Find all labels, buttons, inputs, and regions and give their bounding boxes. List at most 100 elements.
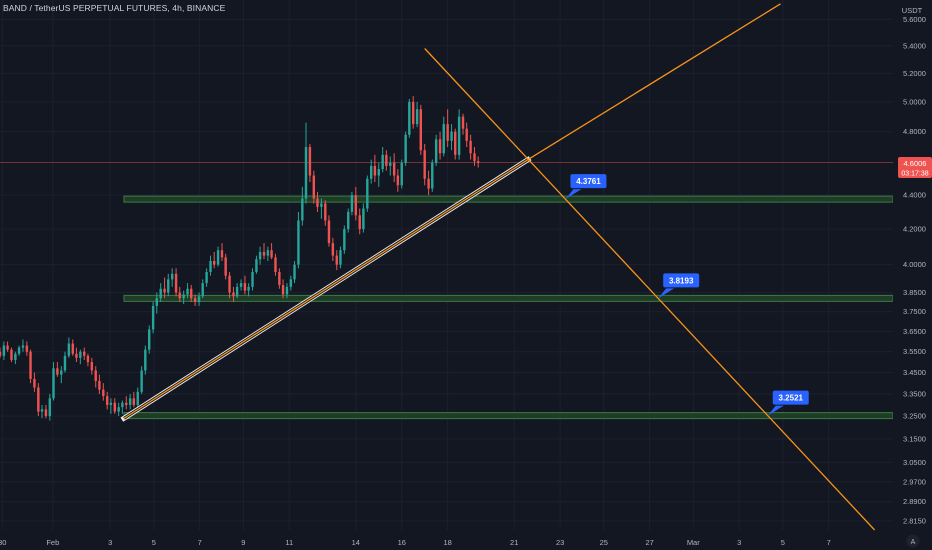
price-tick-label: 3.3500 (903, 389, 926, 398)
price-tick-label: 2.8150 (903, 516, 926, 525)
candle (155, 292, 159, 314)
candle-body (216, 250, 220, 265)
candle-body (209, 261, 212, 272)
candle (132, 391, 136, 408)
price-tick-label: 5.6000 (903, 15, 926, 24)
candle (469, 134, 472, 160)
candle-body (434, 139, 438, 163)
candle (457, 109, 461, 160)
time-tick-label: Mar (687, 538, 700, 547)
candle (461, 113, 465, 135)
support-zones (0, 162, 894, 420)
candle (404, 131, 407, 166)
time-tick-label: 21 (510, 538, 518, 547)
trendlines[interactable] (120, 3, 876, 531)
candle (163, 277, 166, 299)
candle-body (289, 279, 293, 287)
candle-body (381, 154, 384, 170)
candles (0, 96, 480, 421)
candle-body (14, 353, 17, 360)
candle-body (212, 261, 216, 265)
candle (33, 372, 36, 392)
candle (14, 351, 17, 365)
candle (193, 294, 197, 306)
price-tick-label: 2.8900 (903, 497, 926, 506)
candle (327, 215, 331, 247)
level-label-pointer (658, 288, 675, 299)
candle-body (174, 273, 178, 293)
candle-body (224, 257, 227, 276)
candle (381, 147, 384, 173)
current-price-tag: 4.6006 03:17:38 (898, 157, 932, 178)
candle-body (83, 351, 86, 356)
candle (412, 96, 415, 129)
candle-body (431, 162, 434, 189)
candle (90, 357, 94, 375)
candle (209, 255, 212, 276)
candle-body (404, 134, 407, 163)
candle (2, 341, 6, 360)
auto-scale-button[interactable]: A (906, 534, 920, 548)
candle-body (37, 387, 40, 412)
level-label-text: 3.2521 (779, 394, 804, 403)
current-price-value: 4.6006 (904, 159, 927, 168)
candle (140, 366, 143, 394)
candle (79, 349, 82, 365)
candle (385, 150, 388, 171)
candle-body (220, 250, 224, 258)
candle-body (308, 147, 312, 176)
time-tick-label: 7 (827, 538, 831, 547)
candle (6, 341, 9, 352)
candle-body (44, 409, 48, 417)
candle (354, 186, 358, 221)
candle (136, 387, 139, 408)
level-label-pointer (565, 189, 582, 200)
candle (366, 175, 369, 212)
candle (442, 116, 445, 157)
candle (224, 253, 227, 280)
candle (148, 325, 151, 354)
candle (400, 159, 403, 189)
price-tick-label: 4.8000 (903, 127, 926, 136)
candle-body (350, 195, 354, 212)
candle (56, 362, 59, 377)
candle-body (60, 370, 63, 375)
time-tick-label: 23 (556, 538, 564, 547)
candle (71, 339, 74, 356)
candle (75, 347, 78, 363)
candle (159, 283, 162, 303)
level-labels: 4.3761 3.8193 3.2521 (565, 174, 809, 416)
candle (362, 203, 365, 233)
bar-countdown: 03:17:38 (901, 171, 928, 178)
price-tick-label: 5.0000 (903, 97, 926, 106)
candle-body (98, 381, 101, 390)
candle-body (373, 165, 377, 176)
candle (289, 275, 293, 291)
candle-body (48, 398, 52, 417)
candle-body (10, 349, 13, 360)
candle (37, 383, 40, 417)
candle (67, 337, 71, 358)
candle (117, 402, 120, 417)
candle-body (281, 284, 285, 295)
candle (21, 339, 25, 352)
candle-body (285, 286, 289, 295)
candle (270, 243, 273, 260)
candle-body (366, 178, 369, 209)
candle (278, 268, 281, 289)
candle (308, 143, 312, 183)
candle (450, 124, 453, 151)
candle-body (347, 211, 350, 230)
candle-body (465, 128, 468, 141)
candle (473, 147, 476, 166)
candle-body (132, 398, 136, 405)
candle-body (159, 288, 162, 299)
candle-body (2, 345, 6, 356)
candle-body (75, 353, 78, 358)
candle (40, 404, 44, 419)
candle-body (446, 124, 449, 141)
candle-body (232, 292, 235, 297)
candle-body (304, 147, 308, 199)
